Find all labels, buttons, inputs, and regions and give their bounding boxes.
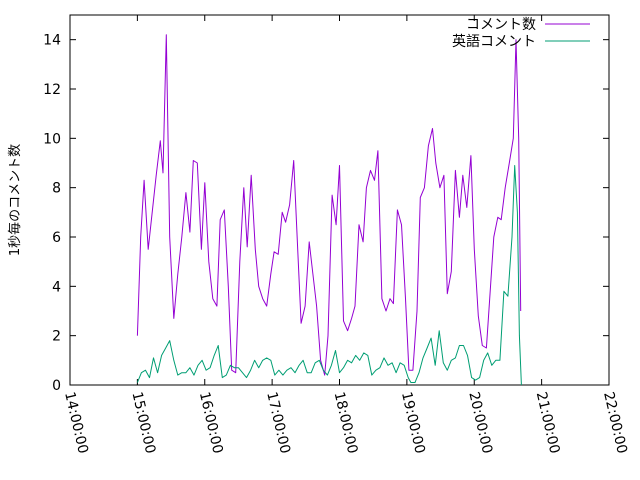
x-tick-label: 18:00:00 — [331, 390, 361, 455]
y-tick-label: 8 — [52, 181, 61, 197]
y-axis: 0 2 4 6 8 10 12 14 — [43, 33, 609, 394]
legend-label-2: 英語コメント — [452, 33, 536, 50]
y-axis-label: 1秒毎のコメント数 — [7, 144, 23, 256]
series-line-1 — [136, 34, 522, 376]
y-tick-label: 2 — [52, 329, 61, 345]
x-tick-label: 22:00:00 — [600, 390, 630, 455]
x-tick-label: 15:00:00 — [128, 390, 158, 455]
y-tick-label: 4 — [52, 279, 61, 295]
series-line-2 — [136, 165, 522, 386]
y-tick-label: 6 — [52, 230, 61, 246]
x-tick-label: 19:00:00 — [398, 390, 428, 455]
y-tick-label: 10 — [43, 131, 61, 147]
y-tick-label: 0 — [52, 378, 61, 394]
y-tick-label: 14 — [43, 33, 61, 49]
plot-border — [69, 14, 610, 386]
plot-frame — [69, 14, 610, 386]
x-tick-label: 14:00:00 — [61, 390, 91, 455]
x-tick-label: 21:00:00 — [533, 390, 563, 455]
x-axis: 14:00:00 15:00:00 16:00:00 17:00:00 18:00:00… — [61, 15, 630, 455]
y-tick-label: 12 — [43, 82, 61, 98]
x-tick-label: 20:00:00 — [465, 390, 495, 455]
series-layer — [136, 34, 522, 386]
legend-label-1: コメント数 — [466, 17, 536, 33]
x-tick-label: 17:00:00 — [263, 390, 293, 455]
x-tick-label: 16:00:00 — [196, 390, 226, 455]
